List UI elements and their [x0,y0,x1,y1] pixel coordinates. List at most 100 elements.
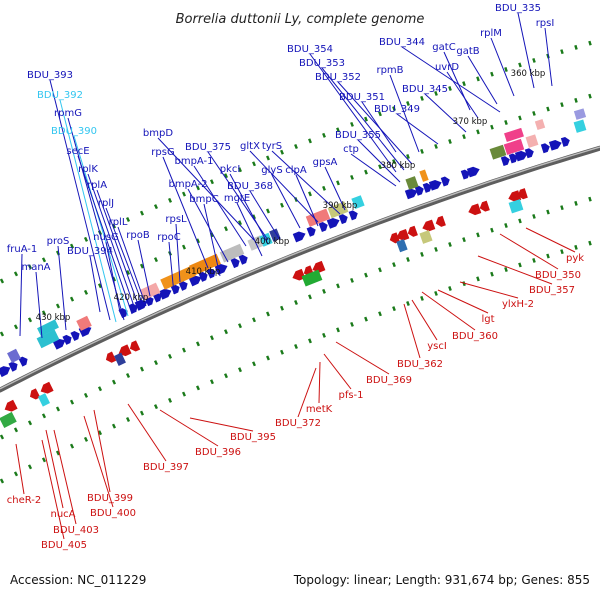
reverse-feature-block [419,230,433,244]
tick-mark [27,317,33,323]
tick-mark [238,367,242,373]
kbp-label: 380 kbp [381,161,416,171]
forward-gene-label: secE [66,146,89,157]
tick-mark [224,373,228,379]
tick-mark [13,427,19,433]
tick-mark [27,264,33,270]
tick-mark [252,361,256,367]
tick-mark [181,347,186,353]
tick-mark [55,406,61,412]
reverse-gene-label: metK [306,404,333,415]
tick-mark [588,93,592,99]
tick-mark [322,132,326,138]
reverse-gene-arrow [105,351,117,363]
tick-mark [294,300,298,306]
forward-gene-leader [271,150,341,215]
tick-mark [364,316,368,322]
tick-mark [462,134,466,140]
forward-gene-label: tyrS [262,141,282,152]
forward-gene-label: rpmG [54,108,82,119]
reverse-gene-leader [499,233,559,270]
kbp-label: 430 kbp [36,313,71,323]
reverse-gene-leader [403,303,421,359]
reverse-gene-label: BDU_397 [143,462,189,473]
forward-gene-arrow [540,143,550,154]
forward-gene-label: rplK [78,164,98,175]
forward-gene-arrow [326,217,340,229]
forward-gene-label: BDU_352 [315,72,361,83]
tick-mark [27,464,33,470]
tick-mark [476,276,480,282]
tick-mark [238,220,242,226]
tick-mark [126,270,131,276]
tick-mark [364,169,368,175]
forward-gene-arrow [440,176,450,187]
tick-mark [0,434,5,440]
forward-gene-arrow [0,366,11,378]
tick-mark [364,272,368,278]
tick-mark [490,227,494,233]
reverse-gene-leader [297,367,317,418]
tick-mark [168,353,173,359]
tick-mark [266,355,270,361]
tick-mark [462,81,466,87]
reverse-gene-arrow [389,232,400,244]
tick-mark [13,324,19,330]
tick-mark [518,62,522,68]
forward-gene-label: rpsI [536,18,555,29]
forward-gene-leader [96,189,141,311]
forward-gene-label: BDU_375 [185,142,231,153]
forward-gene-leader [203,203,221,277]
forward-gene-label: proS [47,236,70,247]
tick-mark [364,116,368,122]
forward-gene-leader [162,156,209,269]
tick-mark [392,159,396,165]
tick-mark [210,335,214,341]
forward-gene-arrow [318,221,328,232]
tick-mark [504,67,508,72]
genome-backbone [0,145,600,393]
tick-mark [168,197,173,203]
forward-gene-leader [175,223,181,283]
forward-feature-block [405,176,419,190]
reverse-gene-label: BDU_372 [275,418,321,429]
tick-mark [504,267,508,272]
tick-mark [560,249,564,255]
forward-gene-leader [443,51,471,111]
tick-mark [560,49,564,55]
forward-gene-label: rpmB [376,65,403,76]
forward-feature-block [139,282,161,301]
forward-feature-block [160,265,196,290]
tick-mark [55,303,61,309]
forward-gene-arrow [198,271,208,282]
reverse-gene-label: BDU_405 [41,540,87,551]
tick-mark [560,205,564,211]
tick-mark [308,338,312,344]
tick-mark [322,288,326,294]
forward-gene-label: rplJ [98,198,114,209]
reverse-gene-label: BDU_350 [535,270,581,281]
tick-mark [504,120,508,125]
forward-gene-arrow [158,288,172,300]
forward-feature-block [489,144,507,160]
tick-mark [406,300,410,306]
reverse-gene-label: BDU_403 [53,525,99,536]
forward-feature-block [305,208,331,227]
reverse-gene-leader [335,341,390,375]
tick-mark [350,277,354,283]
forward-gene-label: BDU_392 [37,90,83,101]
reverse-gene-label: BDU_400 [90,508,136,519]
forward-gene-label: BDU_344 [379,37,425,48]
tick-mark [210,179,214,185]
tick-mark [574,244,578,250]
forward-gene-label: fruA-1 [7,244,38,255]
reverse-gene-arrow [4,399,18,412]
forward-feature-block [419,169,429,182]
forward-gene-leader [229,173,269,245]
reverse-gene-leader [127,403,167,462]
accession-label: Accession: NC_011229 [10,573,147,587]
tick-mark [252,317,256,323]
tick-mark [0,278,5,284]
forward-gene-leader [271,174,301,229]
